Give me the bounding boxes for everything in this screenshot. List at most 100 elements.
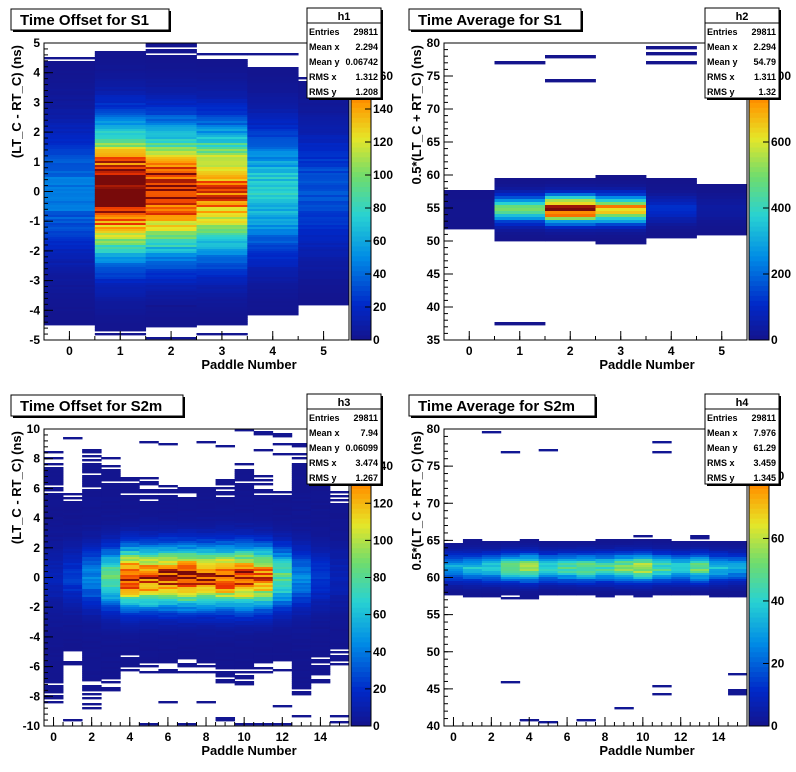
heatmap-cell bbox=[481, 541, 502, 544]
heatmap-cell bbox=[101, 689, 121, 692]
heatmap-cell bbox=[291, 651, 312, 654]
heatmap-cell bbox=[298, 221, 350, 224]
heatmap-cell bbox=[247, 177, 299, 180]
heatmap-cell bbox=[234, 517, 255, 520]
x-tick-label: 12 bbox=[674, 730, 688, 744]
heatmap-cell bbox=[196, 597, 216, 600]
heatmap-cell bbox=[101, 669, 121, 672]
heatmap-cell bbox=[576, 543, 596, 546]
heatmap-cell bbox=[44, 257, 96, 260]
heatmap-cell bbox=[291, 667, 312, 670]
heatmap-cell bbox=[291, 639, 312, 642]
heatmap-cell bbox=[253, 547, 274, 550]
heatmap-cell bbox=[247, 81, 299, 84]
heatmap-cell bbox=[101, 637, 121, 640]
heatmap-cell bbox=[253, 641, 274, 644]
heatmap-cell bbox=[196, 91, 248, 94]
heatmap-cell bbox=[272, 453, 293, 456]
heatmap-cell bbox=[234, 557, 255, 560]
color-scale-band bbox=[351, 166, 371, 173]
heatmap-cell bbox=[101, 581, 121, 584]
heatmap-cell bbox=[196, 487, 216, 490]
heatmap-cell bbox=[44, 643, 64, 646]
heatmap-cell bbox=[139, 535, 159, 538]
heatmap-cell bbox=[247, 125, 299, 128]
heatmap-cell bbox=[120, 605, 140, 608]
z-tick-label: 100 bbox=[373, 533, 393, 547]
heatmap-cell bbox=[253, 515, 274, 518]
heatmap-cell bbox=[500, 585, 521, 588]
heatmap-cell bbox=[310, 633, 331, 636]
heatmap-cell bbox=[329, 559, 350, 562]
heatmap-cell bbox=[709, 563, 729, 566]
heatmap-cell bbox=[519, 595, 540, 598]
heatmap-cell bbox=[44, 695, 64, 698]
heatmap-cell bbox=[196, 527, 216, 530]
heatmap-cell bbox=[44, 129, 96, 132]
heatmap-cell bbox=[253, 589, 274, 592]
heatmap-cell bbox=[234, 635, 255, 638]
heatmap-cell bbox=[120, 661, 140, 664]
heatmap-cell bbox=[298, 241, 350, 244]
heatmap-cell bbox=[310, 573, 331, 576]
heatmap-cell bbox=[215, 659, 236, 662]
z-tick-label: 80 bbox=[373, 201, 387, 215]
color-scale-band bbox=[749, 176, 769, 183]
heatmap-cell bbox=[145, 253, 197, 256]
heatmap-cell bbox=[671, 567, 691, 570]
heatmap-cell bbox=[462, 581, 483, 584]
heatmap-cell bbox=[272, 617, 293, 620]
heatmap-cell bbox=[253, 639, 274, 642]
heatmap-cell bbox=[145, 231, 197, 234]
heatmap-cell bbox=[44, 171, 96, 174]
heatmap-cell bbox=[253, 521, 274, 524]
heatmap-cell bbox=[595, 575, 615, 578]
heatmap-cell bbox=[94, 131, 147, 134]
heatmap-cell bbox=[82, 655, 102, 658]
heatmap-cell bbox=[120, 497, 140, 500]
heatmap-cell bbox=[329, 613, 350, 616]
heatmap-cell bbox=[215, 609, 236, 612]
heatmap-cell bbox=[215, 667, 236, 670]
heatmap-cell bbox=[94, 221, 147, 224]
heatmap-cell bbox=[310, 517, 331, 520]
heatmap-cell bbox=[709, 567, 729, 570]
heatmap-cell bbox=[44, 633, 64, 636]
heatmap-cell bbox=[652, 555, 672, 558]
heatmap-cell bbox=[177, 599, 197, 602]
heatmap-cell bbox=[671, 543, 691, 546]
y-tick-label: 75 bbox=[427, 69, 441, 83]
heatmap-cell bbox=[63, 539, 83, 542]
heatmap-cell bbox=[444, 587, 464, 590]
heatmap-cell bbox=[462, 577, 483, 580]
heatmap-cell bbox=[329, 563, 350, 566]
heatmap-cell bbox=[94, 91, 147, 94]
heatmap-cell bbox=[329, 517, 350, 520]
heatmap-cell bbox=[298, 227, 350, 230]
heatmap-cell bbox=[298, 151, 350, 154]
color-scale-band bbox=[351, 250, 371, 257]
heatmap-cell bbox=[595, 581, 615, 584]
heatmap-cell bbox=[44, 189, 96, 192]
color-scale-band bbox=[749, 562, 769, 569]
y-tick-label: 4 bbox=[33, 511, 40, 525]
heatmap-cell bbox=[120, 601, 140, 604]
heatmap-cell bbox=[652, 573, 672, 576]
heatmap-cell bbox=[145, 201, 197, 204]
heatmap-cell bbox=[291, 493, 312, 496]
heatmap-cell bbox=[444, 223, 495, 227]
color-scale-band bbox=[749, 641, 769, 648]
heatmap-cell bbox=[145, 273, 197, 276]
heatmap-cell bbox=[44, 661, 64, 664]
heatmap-cell bbox=[538, 541, 559, 544]
heatmap-cell bbox=[646, 217, 697, 221]
heatmap-cell bbox=[633, 595, 653, 598]
heatmap-cell bbox=[494, 238, 546, 242]
heatmap-cell bbox=[557, 549, 577, 552]
heatmap-cell bbox=[44, 315, 96, 318]
heatmap-cell bbox=[82, 645, 102, 648]
heatmap-cell bbox=[82, 677, 102, 680]
heatmap-cell bbox=[646, 208, 697, 212]
color-scale-band bbox=[351, 211, 371, 217]
heatmap-cell bbox=[44, 645, 64, 648]
